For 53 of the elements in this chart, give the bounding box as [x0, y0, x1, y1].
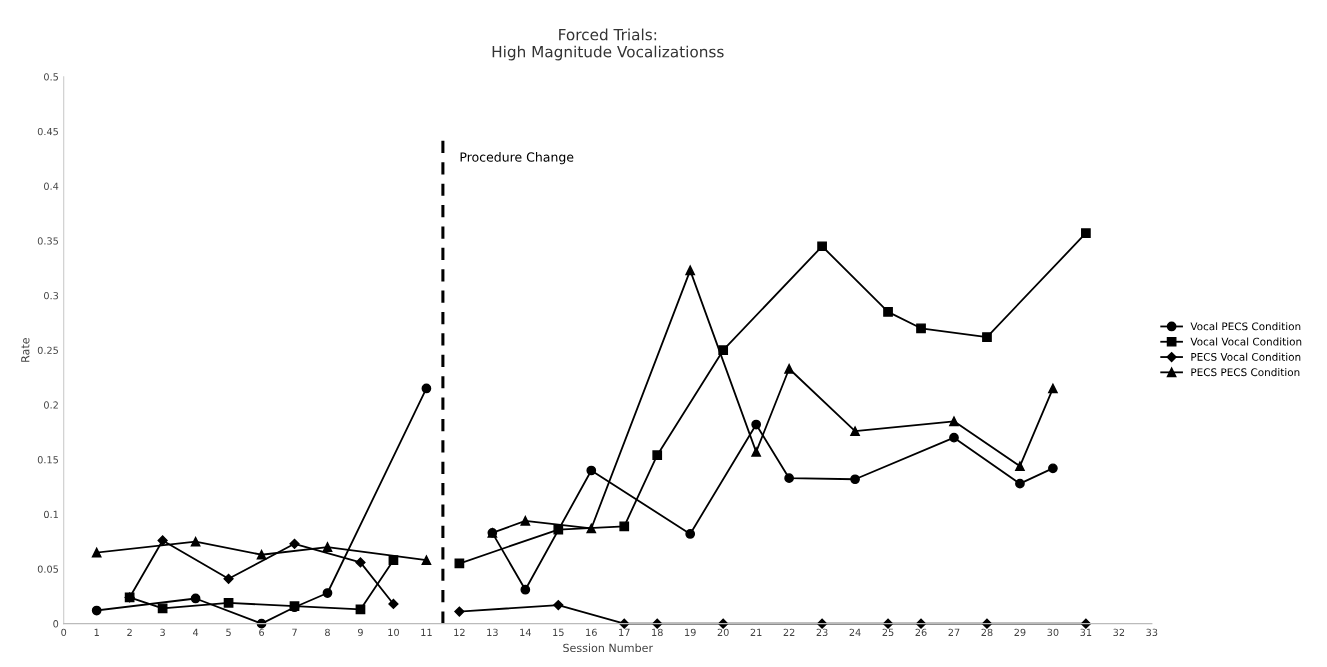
x-tick-label: 22 [783, 628, 795, 636]
x-tick-label: 5 [226, 628, 231, 637]
chart-title: Forced Trials: High Magnitude Vocalizationss [492, 28, 724, 61]
ref-line-label: Procedure Change [460, 152, 574, 165]
y-tick-label: 0.4 [44, 182, 59, 190]
x-tick-label: 12 [454, 628, 465, 636]
x-tick-label: 15 [553, 628, 564, 637]
x-tick-label: 30 [1047, 628, 1059, 637]
x-tick-label: 3 [160, 628, 165, 637]
y-tick-label: 0.45 [37, 127, 58, 136]
x-axis-title: Session Number [563, 643, 654, 653]
x-tick-label: 19 [685, 628, 696, 637]
y-tick-label: 0.1 [44, 510, 58, 519]
x-tick-label: 0 [61, 628, 67, 637]
x-tick-label: 14 [520, 628, 531, 636]
x-tick-label: 24 [849, 628, 861, 636]
x-tick-label: 8 [325, 628, 330, 637]
x-tick-label: 27 [948, 628, 960, 636]
x-tick-label: 26 [915, 628, 927, 637]
legend-label: Vocal Vocal Condition [1190, 337, 1302, 346]
x-tick-label: 21 [750, 628, 762, 636]
y-tick-label: 0.5 [44, 73, 58, 81]
x-tick-label: 32 [1113, 628, 1125, 637]
y-tick-label: 0 [53, 620, 59, 628]
x-tick-label: 4 [192, 628, 199, 636]
x-tick-label: 20 [717, 628, 729, 637]
x-tick-label: 9 [357, 628, 363, 637]
x-tick-label: 16 [586, 628, 597, 637]
x-tick-label: 25 [882, 628, 894, 637]
legend-label: PECS PECS Condition [1191, 368, 1300, 377]
legend-label: Vocal PECS Condition [1190, 322, 1301, 331]
x-tick-label: 6 [259, 628, 265, 637]
y-tick-label: 0.3 [44, 291, 59, 300]
y-tick-label: 0.35 [37, 237, 58, 245]
x-tick-label: 29 [1014, 628, 1026, 637]
y-tick-label: 0.25 [37, 346, 58, 355]
y-tick-label: 0.05 [37, 565, 58, 573]
x-tick-label: 7 [292, 628, 297, 636]
x-tick-label: 17 [619, 628, 630, 636]
y-tick-label: 0.2 [44, 401, 58, 409]
x-tick-label: 28 [981, 628, 993, 637]
x-tick-label: 33 [1146, 628, 1158, 637]
x-tick-label: 2 [127, 628, 132, 636]
x-tick-label: 11 [421, 628, 432, 636]
x-tick-label: 10 [388, 628, 399, 637]
x-tick-label: 23 [816, 628, 828, 637]
y-axis-title: Rate [21, 338, 30, 362]
x-tick-label: 13 [487, 628, 498, 637]
x-tick-label: 18 [652, 628, 663, 637]
legend-label: PECS Vocal Condition [1191, 352, 1301, 361]
x-tick-label: 31 [1080, 628, 1092, 637]
y-tick-label: 0.15 [37, 456, 58, 464]
x-tick-label: 1 [94, 628, 99, 636]
